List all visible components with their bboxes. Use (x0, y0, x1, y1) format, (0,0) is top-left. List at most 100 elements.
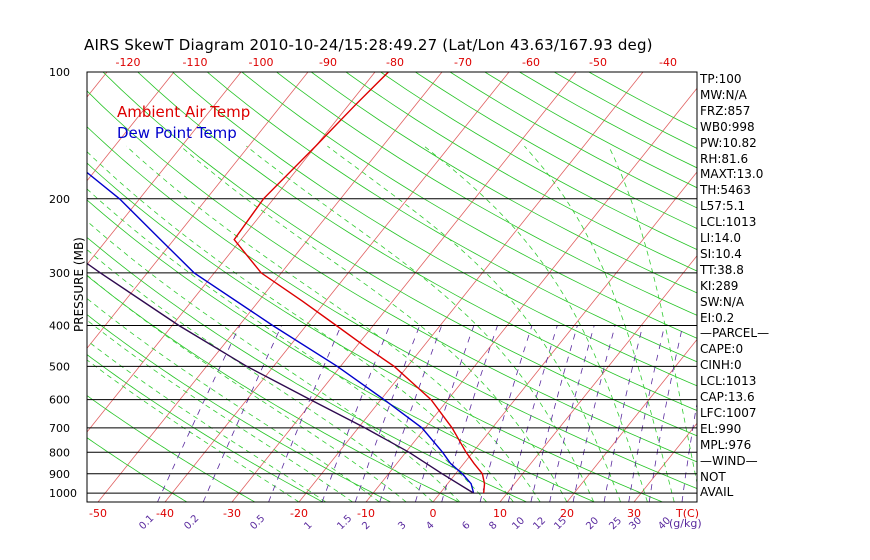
stability-index: CINH:0 (700, 358, 742, 373)
isotherm-line (499, 255, 697, 502)
dry-adiabat-line (137, 72, 697, 411)
top-temp-tick-label: -110 (183, 56, 208, 69)
isotherm-line (633, 422, 697, 502)
stability-index: MAXT:13.0 (700, 167, 764, 182)
stability-index: KI:289 (700, 278, 739, 293)
mixing-ratio-unit-label: (g/kg) (669, 517, 702, 530)
stability-index: FRZ:857 (700, 103, 751, 118)
isobars (87, 198, 697, 494)
mixing-ratio-line (507, 325, 558, 502)
pressure-tick-label: 300 (49, 267, 70, 280)
mixing-ratio-label: 6 (460, 520, 472, 532)
mixing-ratio-label: 10 (510, 515, 527, 532)
legend: Ambient Air Temp Dew Point Temp (117, 103, 250, 142)
mixing-ratio-line (572, 325, 616, 502)
profile-series (87, 72, 486, 494)
top-temp-tick-label: -90 (319, 56, 337, 69)
mixing-ratio-line (648, 325, 684, 502)
moist-adiabat-line (87, 188, 487, 502)
isotherm-line (298, 72, 644, 502)
bottom-temp-tick-label: 30 (627, 507, 641, 520)
moist-adiabat-line (87, 359, 300, 502)
dry-adiabat-line (311, 72, 697, 294)
dry-adiabat-line (241, 72, 697, 339)
moist-adiabat-line (180, 145, 568, 502)
stability-index: PW:10.82 (700, 135, 757, 150)
stability-index: TH:5463 (700, 183, 751, 198)
stability-index: CAP:13.6 (700, 390, 755, 404)
mixing-ratio-label: 0.2 (182, 513, 201, 532)
dry-adiabat-line (380, 72, 697, 250)
dry-adiabat-line (102, 72, 697, 437)
mixing-ratio-label: 25 (607, 515, 624, 532)
pressure-tick-label: 700 (49, 422, 70, 435)
stability-index: LCL:1013 (700, 374, 757, 389)
temperature-profile (233, 72, 486, 494)
plot-frame (86, 71, 698, 503)
top-temp-tick-label: -120 (116, 56, 141, 69)
moist-adiabat-line (87, 220, 461, 502)
dry-adiabat-line (87, 126, 697, 490)
mixing-ratio-label: 1 (302, 520, 314, 532)
dry-adiabat-line (206, 72, 697, 363)
stability-index: L57:5.1 (700, 199, 746, 214)
top-temp-tick-label: -60 (522, 56, 540, 69)
top-temp-tick-label: -40 (659, 56, 677, 69)
dry-adiabat-line (87, 437, 188, 502)
bottom-temp-tick-label: 0 (430, 507, 437, 520)
dry-adiabat-line (519, 72, 697, 169)
dry-adiabat-line (87, 236, 527, 502)
pressure-tick-label: 500 (49, 360, 70, 373)
stability-index: LCL:1013 (700, 215, 757, 230)
mixing-ratio-label: 4 (424, 520, 436, 532)
moist-adiabat-line (87, 319, 353, 502)
page-title: AIRS SkewT Diagram 2010-10-24/15:28:49.2… (84, 36, 653, 54)
stability-index: EI:0.2 (700, 310, 735, 325)
stability-index: AVAIL (700, 485, 734, 500)
stability-index: SI:10.4 (700, 246, 742, 261)
stability-index: TT:38.8 (700, 262, 744, 277)
moist-adiabat-line (87, 151, 514, 502)
mixing-ratio-label: 2 (360, 520, 372, 532)
mixing-ratio-line (603, 325, 644, 502)
mixing-ratio-label: 20 (584, 515, 601, 532)
stability-index: MW:N/A (700, 87, 747, 102)
pressure-tick-label: 100 (49, 66, 70, 79)
dry-adiabat-line (87, 354, 323, 502)
moist-adiabat-line (87, 298, 380, 502)
stability-index: SW:N/A (700, 294, 745, 309)
dry-adiabat-line (172, 72, 697, 387)
mixing-ratio-label: 3 (396, 520, 408, 532)
stability-index: MPL:976 (700, 437, 752, 452)
pressure-tick-label: 200 (49, 193, 70, 206)
mixing-ratio-line (202, 325, 282, 502)
dry-adiabat-line (87, 395, 256, 502)
stability-index: TP:100 (700, 72, 742, 86)
mixing-ratio-label: 0.5 (248, 513, 267, 532)
pressure-tick-label: 1000 (49, 487, 77, 500)
dewpoint-profile (87, 171, 475, 494)
stability-index: LFC:1007 (700, 405, 757, 420)
dry-adiabat-line (87, 162, 663, 502)
dry-adiabat-line (415, 72, 697, 229)
top-temp-tick-label: -100 (249, 56, 274, 69)
isotherm-line (87, 72, 242, 266)
isotherm-line (87, 72, 108, 98)
dry-adiabat-line (87, 90, 697, 463)
bottom-temp-tick-label: -40 (156, 507, 174, 520)
bottom-temp-tick-label: 20 (560, 507, 574, 520)
stability-index: WB0:998 (700, 119, 755, 134)
mixing-ratio-label: 12 (531, 515, 548, 532)
pressure-tick-label: 900 (49, 468, 70, 481)
bottom-temp-tick-label: 10 (493, 507, 507, 520)
stability-index: LI:14.0 (700, 231, 741, 245)
dry-adiabat-line (484, 72, 697, 189)
isotherm-line (0, 72, 40, 502)
bottom-temp-tick-label: -30 (223, 507, 241, 520)
top-temp-tick-label: -70 (454, 56, 472, 69)
dry-adiabat-line (276, 72, 697, 316)
isotherm-line (432, 171, 697, 502)
dry-adiabat-line (87, 314, 391, 502)
dry-adiabat-line (345, 72, 697, 272)
stability-index: —WIND— (700, 453, 758, 468)
